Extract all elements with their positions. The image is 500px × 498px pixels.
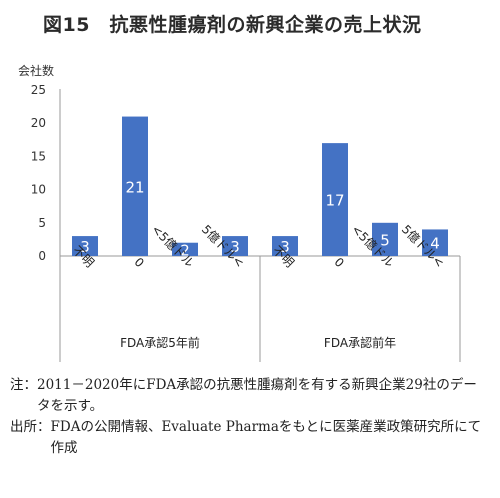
source-text: FDAの公開情報、Evaluate Pharmaをもとに医薬産業政策研究所にて作… (50, 419, 482, 456)
bar (372, 222, 398, 256)
data-label: 5 (380, 231, 390, 249)
y-axis-label: 会社数 (18, 63, 54, 78)
bar (122, 116, 148, 256)
category-label: 0 (131, 255, 146, 270)
bar (322, 143, 348, 256)
y-tick-label: 10 (31, 183, 46, 197)
group-label: FDA承認5年前 (120, 335, 200, 350)
note-text: 2011－2020年にFDA承認の抗悪性腫瘍剤を有する新興企業29社のデータを示… (37, 377, 477, 414)
data-label: 21 (125, 178, 144, 196)
chart-title: 図15 抗悪性腫瘍剤の新興企業の売上状況 (43, 14, 422, 36)
bar (222, 236, 248, 256)
bar (272, 236, 298, 256)
category-label: 0 (331, 255, 346, 270)
data-label: 3 (230, 238, 240, 256)
axes (59, 89, 461, 362)
bar (72, 236, 98, 256)
data-label: 3 (280, 238, 290, 256)
note-head: 注： (10, 377, 37, 393)
data-label: 2 (180, 241, 190, 259)
source-head: 出所： (10, 419, 51, 435)
note-row: 注： 2011－2020年にFDA承認の抗悪性腫瘍剤を有する新興企業29社のデー… (10, 375, 490, 417)
data-label: 17 (325, 192, 344, 210)
y-tick-label: 20 (31, 116, 46, 130)
y-tick-label: 15 (31, 149, 46, 163)
y-tick-label: 0 (38, 249, 46, 263)
bars (72, 116, 448, 256)
data-label: 4 (430, 235, 440, 253)
source-row: 出所： FDAの公開情報、Evaluate Pharmaをもとに医薬産業政策研究… (10, 417, 490, 459)
data-label: 3 (80, 238, 90, 256)
bar (422, 229, 448, 256)
y-tick-label: 25 (31, 83, 46, 97)
bar (172, 242, 198, 256)
notes: 注： 2011－2020年にFDA承認の抗悪性腫瘍剤を有する新興企業29社のデー… (10, 375, 490, 459)
y-tick-label: 5 (38, 216, 46, 230)
group-label: FDA承認前年 (324, 335, 396, 350)
